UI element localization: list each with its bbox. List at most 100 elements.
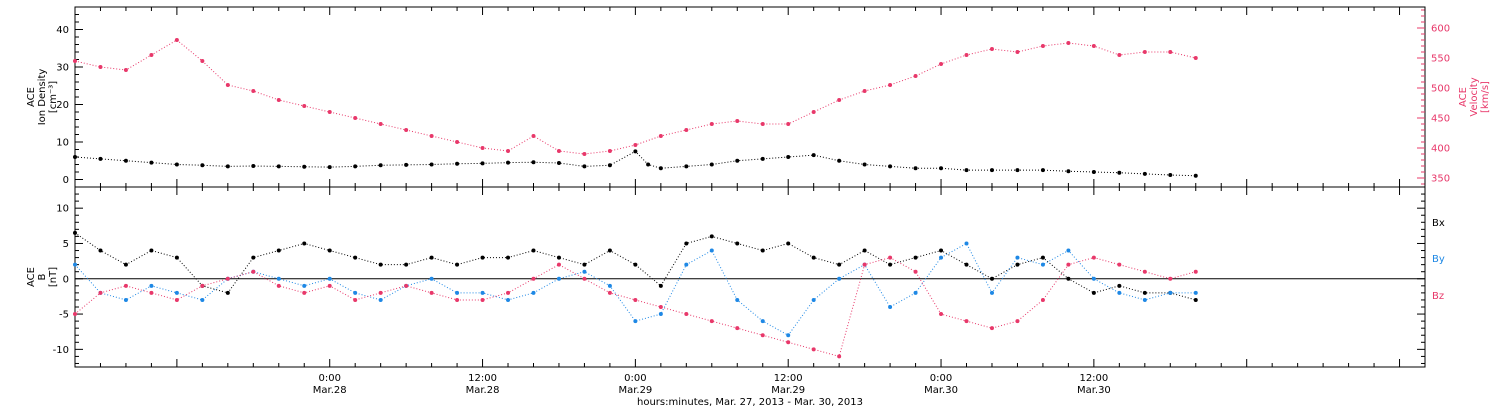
- panel-top-frame: [74, 6, 1426, 188]
- ion-density-point: [837, 158, 842, 163]
- bx-point: [429, 255, 434, 260]
- bz-point: [913, 269, 918, 274]
- top-ylabel2-line-2: Velocity: [1469, 77, 1480, 116]
- velocity-point: [709, 122, 714, 126]
- x-tick-label-time: 12:00: [774, 373, 803, 384]
- bottom-y-tick-label: -10: [53, 345, 69, 356]
- bx-point: [455, 262, 460, 267]
- by-point: [123, 297, 128, 302]
- by-point: [837, 276, 842, 281]
- by-point: [1193, 290, 1198, 295]
- top-ylabel2-line-1: ACE: [1458, 87, 1469, 107]
- bottom-ylabel-line-1: ACE: [26, 267, 37, 287]
- ion-density-point: [607, 163, 612, 168]
- ion-density-point: [200, 163, 205, 168]
- velocity-point: [1066, 41, 1071, 45]
- bz-point: [1142, 269, 1147, 274]
- velocity-point: [1142, 50, 1147, 54]
- by-point: [1091, 276, 1096, 281]
- ion-density-point: [531, 160, 536, 165]
- bx-point: [684, 241, 689, 246]
- bz-point: [251, 269, 256, 274]
- top-left-axis: 0 10 20 30 40: [56, 6, 83, 186]
- x-tick-label-time: 0:00: [624, 373, 646, 384]
- bx-point: [760, 248, 765, 253]
- velocity-point: [760, 122, 765, 126]
- by-point: [1040, 262, 1045, 267]
- by-point: [455, 290, 460, 295]
- ion-density-point: [251, 164, 256, 168]
- bottom-y-tick-label: 10: [56, 204, 69, 215]
- velocity-point: [327, 110, 332, 114]
- velocity-point: [174, 38, 179, 42]
- ion-density-point: [429, 162, 434, 167]
- top-y2-tick-label: 450: [1431, 114, 1450, 125]
- velocity-trace: [74, 39, 1196, 155]
- bottom-ylabel-line-2: B: [37, 273, 48, 280]
- ion-density-point: [1193, 173, 1198, 178]
- ion-density-point: [556, 161, 561, 165]
- by-point: [200, 297, 205, 302]
- top-y-tick-label: 30: [56, 63, 69, 74]
- bx-point: [862, 248, 867, 253]
- by-point: [531, 290, 536, 295]
- velocity-point: [404, 128, 409, 132]
- top-y2-tick-label: 350: [1431, 174, 1450, 185]
- bottom-data-points: [73, 230, 1198, 359]
- bz-point: [149, 290, 154, 295]
- bz-trace: [74, 257, 1196, 358]
- bz-point: [811, 347, 816, 352]
- bx-point: [658, 283, 663, 288]
- ion-density-point: [939, 166, 944, 171]
- bz-point: [353, 297, 358, 302]
- bx-point: [1193, 297, 1198, 302]
- top-ylabel2-line-3: [km/s]: [1480, 81, 1491, 113]
- bz-point: [989, 326, 994, 331]
- ion-density-point: [658, 166, 663, 171]
- bz-point: [276, 283, 281, 288]
- bx-point: [251, 255, 256, 260]
- velocity-point: [455, 140, 460, 144]
- x-tick-label-time: 0:00: [930, 373, 952, 384]
- bx-point: [378, 262, 383, 267]
- ion-density-point: [480, 161, 485, 166]
- bx-point: [531, 248, 536, 253]
- ion-density-point: [709, 162, 714, 167]
- top-y2-tick-label: 550: [1431, 54, 1450, 65]
- ion-density-point: [1142, 171, 1147, 176]
- ion-density-point: [888, 164, 893, 169]
- bx-point: [1091, 290, 1096, 295]
- velocity-point: [556, 149, 561, 153]
- bottom-y-tick-label: -5: [59, 310, 69, 321]
- bottom-y-tick-label: 0: [63, 274, 69, 285]
- bottom-y-tick-label: 5: [63, 239, 69, 250]
- by-point: [353, 290, 358, 295]
- bx-point: [480, 255, 485, 260]
- panel-bottom-frame: [74, 186, 1426, 368]
- legend-bz: Bz: [1432, 291, 1444, 302]
- bx-point: [353, 255, 358, 260]
- ion-density-point: [1091, 170, 1096, 174]
- bx-point: [989, 276, 994, 281]
- bottom-left-axis: -10 -5 0 5 10: [53, 193, 1425, 364]
- bz-point: [658, 305, 663, 309]
- ion-density-point: [353, 164, 358, 169]
- bz-point: [174, 297, 179, 302]
- ion-density-point: [149, 160, 154, 165]
- top-ylabel-line-2: Ion Density: [37, 69, 48, 126]
- velocity-point: [353, 116, 358, 120]
- bz-point: [1168, 276, 1173, 281]
- by-point: [1142, 297, 1147, 302]
- top-y-tick-label: 40: [56, 25, 69, 36]
- bx-point: [964, 262, 969, 267]
- top-y-tick-label: 20: [56, 100, 69, 111]
- x-tick-label-date: Mar.30: [924, 385, 958, 396]
- bz-point: [709, 319, 714, 324]
- x-tick-label-date: Mar.29: [771, 385, 805, 396]
- ion-density-point: [302, 164, 307, 169]
- ion-density-point: [455, 161, 460, 166]
- bx-trace: [74, 232, 1196, 301]
- by-point: [964, 241, 969, 246]
- velocity-point: [913, 74, 918, 78]
- by-point: [658, 312, 663, 317]
